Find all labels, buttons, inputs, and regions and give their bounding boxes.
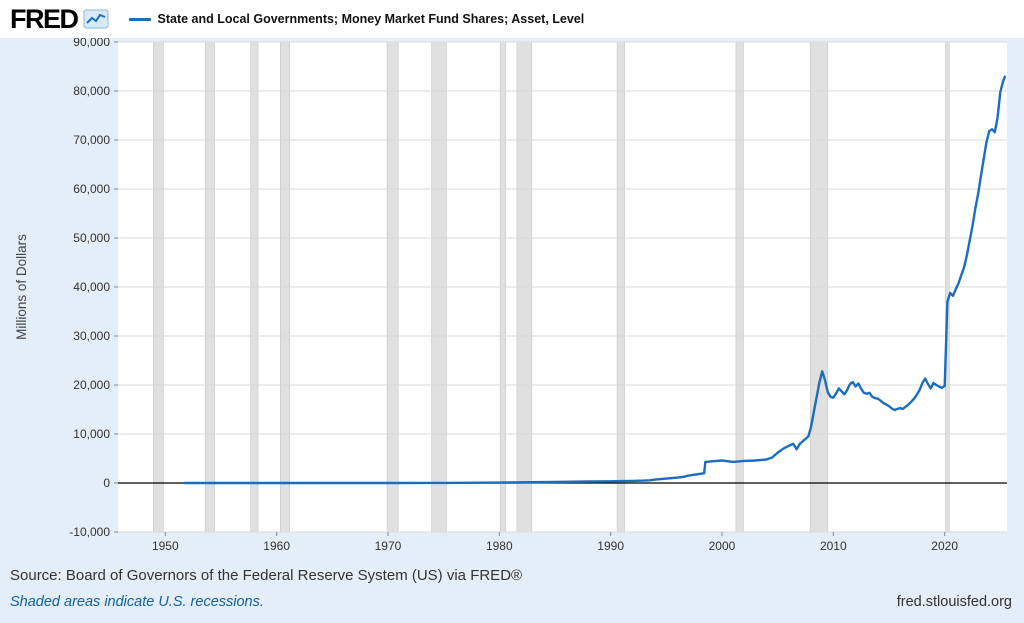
y-tick-label: 10,000	[73, 427, 110, 441]
fred-chart-page: FRED State and Local Governments; Money …	[0, 0, 1024, 610]
x-tick-label: 2000	[709, 539, 736, 553]
x-tick-label: 1970	[375, 539, 402, 553]
fred-wordmark: FRED	[10, 3, 79, 34]
y-tick-label: 30,000	[73, 329, 110, 343]
y-tick-label: 40,000	[73, 280, 110, 294]
fred-logo-chart-icon	[83, 9, 108, 29]
y-tick-label: 0	[103, 476, 110, 490]
header: FRED State and Local Governments; Money …	[0, 0, 1024, 38]
chart-area: Millions of Dollars -10,000 0 10,000 20,000…	[0, 35, 1024, 555]
x-tick-label: 2020	[931, 539, 958, 553]
x-tick-label: 1950	[152, 539, 179, 553]
y-tick-label: 90,000	[73, 38, 110, 49]
y-axis-title: Millions of Dollars	[14, 234, 29, 340]
plot-root: -10,000 0 10,000 20,000 30,000 40,000 50,000 60…	[69, 35, 1007, 553]
chart-legend: State and Local Governments; Money Marke…	[128, 12, 585, 26]
x-tick-label: 2010	[820, 539, 847, 553]
y-tick-label: 20,000	[73, 378, 110, 392]
y-tick-label: 80,000	[73, 84, 110, 98]
footer: Source: Board of Governors of the Federa…	[0, 555, 1024, 610]
chart-svg: Millions of Dollars -10,000 0 10,000 20,000…	[14, 35, 1007, 553]
y-tick-label: -10,000	[69, 525, 110, 539]
y-tick-label: 60,000	[73, 182, 110, 196]
y-tick-label: 70,000	[73, 133, 110, 147]
legend-label: State and Local Governments; Money Marke…	[157, 12, 585, 26]
footer-bottom-row: Shaded areas indicate U.S. recessions. f…	[10, 594, 1012, 610]
data-series-line	[183, 75, 1006, 485]
source-text: Source: Board of Governors of the Federa…	[10, 567, 523, 584]
x-tick-label: 1990	[597, 539, 624, 553]
site-label: fred.stlouisfed.org	[896, 594, 1012, 610]
recession-note-link[interactable]: Shaded areas indicate U.S. recessions.	[10, 594, 264, 610]
legend-swatch	[128, 17, 151, 21]
y-tick-label: 50,000	[73, 231, 110, 245]
fred-logo[interactable]: FRED	[10, 3, 109, 34]
x-tick-label: 1960	[263, 539, 290, 553]
x-tick-label: 1980	[486, 539, 513, 553]
